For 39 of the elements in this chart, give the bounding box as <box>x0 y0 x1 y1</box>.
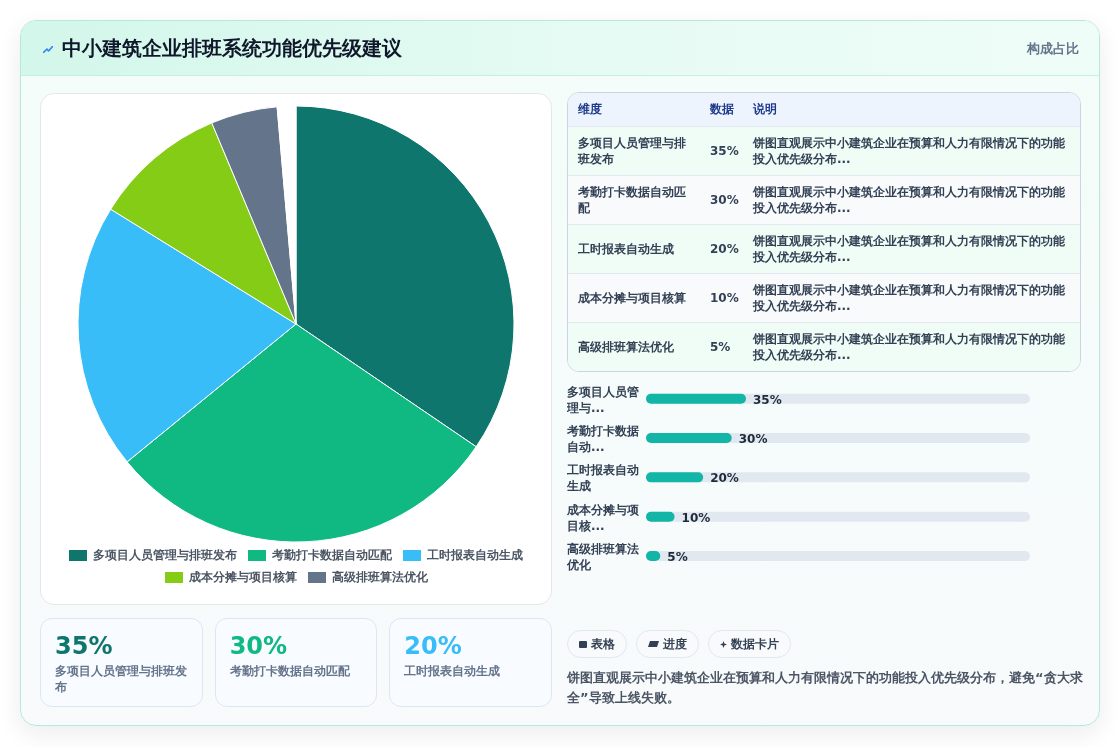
text: 30% <box>229 632 288 660</box>
legend-label: 考勤打卡数据自动匹配 <box>272 546 392 564</box>
text: 构成占比 <box>1027 40 1079 58</box>
text: 饼图直观展示中小建筑企业在预算和人力有限情况下的功能投入优先级分布，避免“贪大求全”导致上线失败。 <box>567 669 1084 707</box>
data-label: 35% <box>753 392 782 407</box>
text: 35% <box>55 632 113 660</box>
tag-chip: 表格 <box>567 630 627 658</box>
y-tick-label: 成本分摊与项目核... <box>566 502 640 533</box>
tag-chip: 数据卡片 <box>708 630 791 658</box>
data-label: 5% <box>667 550 688 564</box>
category-label: 成本分摊与项目核算 <box>577 289 687 307</box>
category-label: 高级排班算法优化 <box>577 338 675 356</box>
data-label: 20% <box>710 471 739 486</box>
y-tick-label: 考勤打卡数据自动... <box>566 424 639 455</box>
category-label: 考勤打卡数据自动匹配 <box>577 183 687 217</box>
category-label: 工时报表自动生成 <box>577 240 675 258</box>
tag-chip: 进度 <box>636 630 699 658</box>
legend-label: 多项目人员管理与排班发布 <box>93 546 237 564</box>
table-row: 考勤打卡数据自动匹配 30% 饼图直观展示中小建筑企业在预算和人力有限情况下的功能投入优先级分布... <box>568 175 1080 224</box>
bar <box>646 472 704 483</box>
category-label: 考勤打卡数据自动匹配 <box>229 663 351 679</box>
bar <box>646 511 675 522</box>
category-label: 工时报表自动生成 <box>404 663 502 679</box>
category-label: 多项目人员管理与排班发布 <box>55 663 188 695</box>
y-tick-label: 多项目人员管理与... <box>566 384 639 415</box>
category-label: 多项目人员管理与排班发布 <box>576 134 687 168</box>
bar <box>646 433 732 444</box>
table-row: 多项目人员管理与排班发布 35% 饼图直观展示中小建筑企业在预算和人力有限情况下的功能投入优先级分布... <box>568 126 1080 175</box>
y-tick-label: 工时报表自动生成 <box>566 463 639 494</box>
legend-label: 工时报表自动生成 <box>427 546 523 564</box>
header-row: 维度 数据 说明 <box>568 93 1080 126</box>
data-label: 30% <box>738 432 768 447</box>
chart-title: 中小建筑企业排班系统功能优先级建议 <box>62 35 402 62</box>
text: 20% <box>404 632 462 660</box>
table-row: 成本分摊与项目核算 10% 饼图直观展示中小建筑企业在预算和人力有限情况下的功能投入优先级分布... <box>568 273 1080 322</box>
data-label: 10% <box>681 510 711 525</box>
y-tick-label: 高级排班算法优化 <box>566 542 639 572</box>
legend-label: 成本分摊与项目核算 <box>188 568 297 586</box>
legend-label: 高级排班算法优化 <box>331 568 428 586</box>
